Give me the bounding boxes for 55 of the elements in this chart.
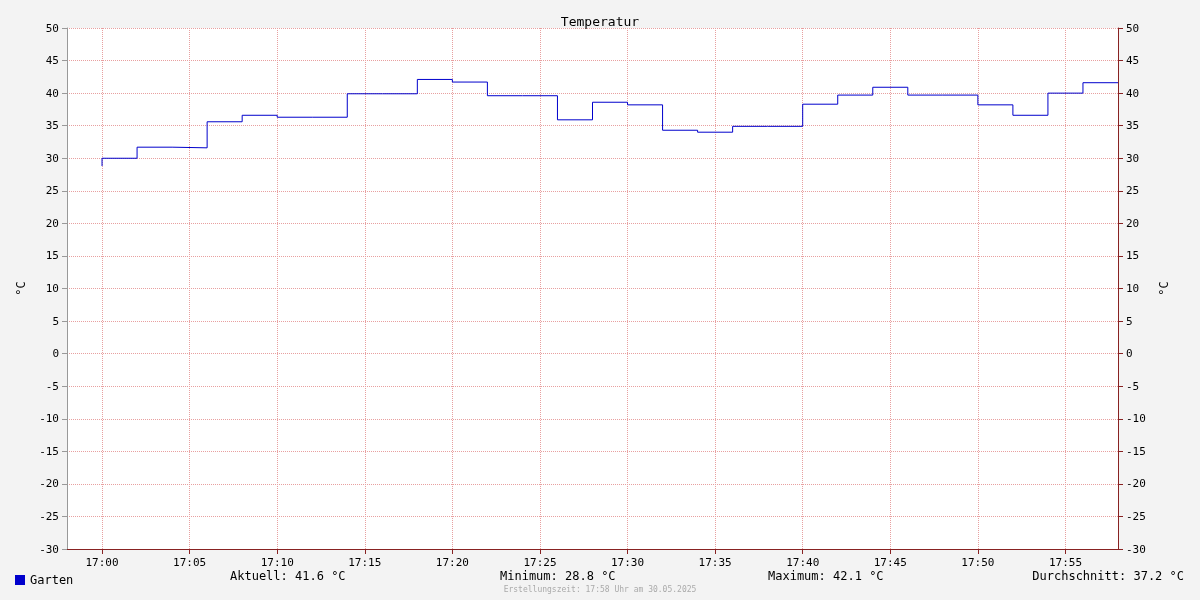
text: Durchschnitt: 37.2 °C — [1032, 569, 1184, 583]
y2-tick-label: 10 — [1126, 282, 1140, 295]
legend-label: Garten — [30, 573, 74, 587]
text: Minimum: 28.8 °C — [500, 569, 616, 583]
y2-tick-label: -5 — [1126, 379, 1140, 393]
y-tick-label: 10 — [45, 282, 59, 295]
x-tick-label: 17:25 — [523, 556, 557, 569]
y2-tick-label: -15 — [1126, 444, 1146, 458]
chart-title: Temperatur — [560, 14, 640, 29]
y-tick-label: 5 — [52, 314, 59, 328]
text: Erstellungszeit: 17:58 Uhr am 30.05.2025 — [503, 584, 697, 594]
y-tick-label: -25 — [39, 509, 59, 523]
x-tick-label: 17:40 — [786, 556, 820, 569]
y2-axis-title: °C — [1157, 281, 1171, 296]
x-tick-label: 17:45 — [873, 556, 907, 569]
text: Aktuell: 41.6 °C — [230, 569, 346, 583]
y2-tick-label: 5 — [1126, 314, 1133, 328]
y2-tick-label: -10 — [1126, 412, 1146, 426]
y2-tick-label: 30 — [1126, 151, 1140, 165]
y-tick-label: -30 — [39, 542, 59, 556]
x-tick-label: 17:15 — [348, 556, 382, 569]
y2-tick-label: 35 — [1126, 119, 1140, 133]
y-tick-label: 30 — [45, 151, 59, 165]
x-tick-label: 17:55 — [1048, 556, 1083, 569]
y-tick-label: 0 — [52, 347, 59, 361]
y-tick-label: 35 — [45, 119, 59, 133]
x-tick-label: 17:20 — [435, 556, 469, 569]
x-tick-label: 17:35 — [698, 556, 732, 569]
x-tick-label: 17:30 — [610, 556, 645, 569]
y-tick-label: 25 — [45, 184, 59, 198]
y-tick-label: -10 — [39, 412, 59, 426]
y2-tick-label: 40 — [1126, 86, 1140, 100]
y-tick-label: 40 — [45, 86, 59, 100]
x-tick-label: 17:05 — [173, 556, 207, 569]
y2-tick-label: 45 — [1126, 54, 1140, 68]
y-tick-label: 50 — [45, 21, 59, 35]
text: Maximum: 42.1 °C — [768, 569, 884, 583]
x-tick-label: 17:00 — [85, 556, 119, 569]
x-tick-label: 17:50 — [961, 556, 995, 569]
y-tick-label: -15 — [39, 444, 59, 458]
y2-tick-label: 0 — [1126, 347, 1133, 361]
y2-tick-label: -30 — [1126, 542, 1146, 556]
y2-tick-label: 25 — [1126, 184, 1140, 198]
y-tick-label: -5 — [45, 379, 59, 393]
y-tick-label: 45 — [45, 54, 59, 68]
y-axis-title: °C — [14, 281, 28, 296]
y2-tick-label: 15 — [1126, 249, 1140, 263]
y2-tick-label: 20 — [1126, 216, 1140, 230]
y-tick-label: 15 — [45, 249, 59, 263]
y2-tick-label: -20 — [1126, 477, 1146, 491]
y-tick-label: -20 — [39, 477, 59, 491]
y2-tick-label: -25 — [1126, 509, 1146, 523]
y-tick-label: 20 — [45, 216, 59, 230]
y2-tick-label: 50 — [1126, 21, 1140, 35]
x-tick-label: 17:10 — [260, 556, 294, 569]
